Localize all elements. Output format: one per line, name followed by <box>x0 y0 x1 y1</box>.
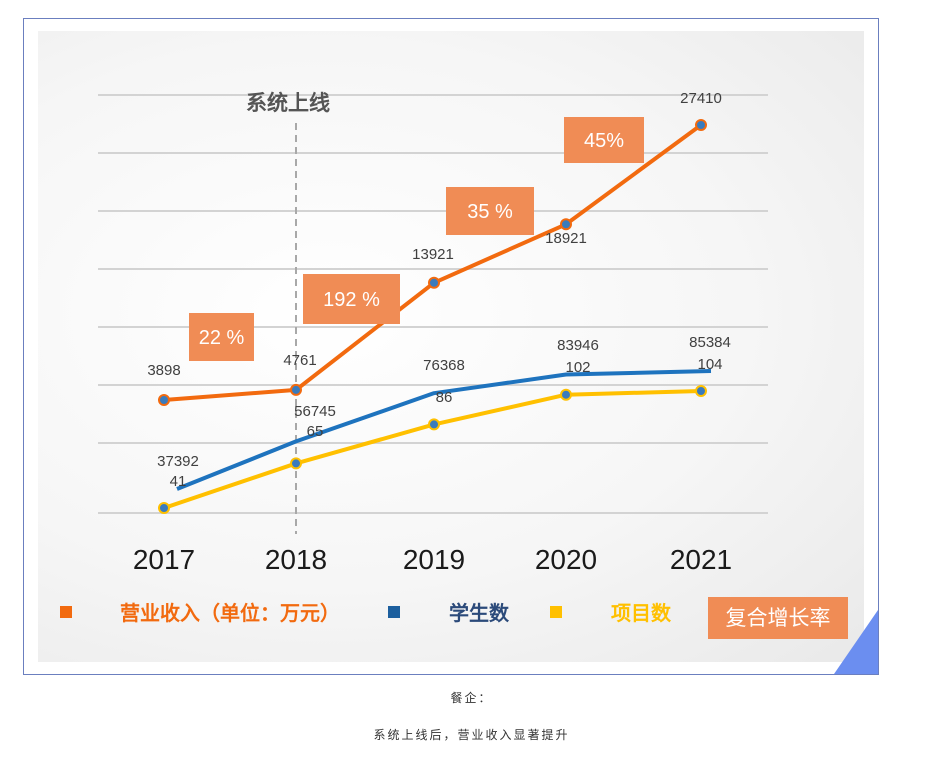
students-value-label: 76368 <box>423 357 465 374</box>
students-value-label: 37392 <box>157 453 199 470</box>
projects-value-label: 102 <box>565 359 590 376</box>
revenue-value-label: 13921 <box>412 246 454 263</box>
legend-growth-label: 复合增长率 <box>726 607 831 630</box>
students-value-label: 83946 <box>557 337 599 354</box>
growth-rate-label: 45% <box>584 130 624 152</box>
legend-revenue-swatch <box>60 606 72 618</box>
revenue-point-2021 <box>695 119 707 131</box>
projects-value-label: 86 <box>436 389 453 406</box>
legend-projects-label: 项目数 <box>611 601 672 625</box>
students-series-line <box>176 369 712 491</box>
revenue-point-2019 <box>428 276 440 289</box>
revenue-point-2018 <box>290 383 302 396</box>
revenue-value-label: 27410 <box>680 90 722 107</box>
launch-annotation: 系统上线 <box>246 91 330 115</box>
projects-value-label: 41 <box>170 473 187 490</box>
caption-company: 餐企： <box>450 691 493 705</box>
revenue-point-2017 <box>158 394 170 406</box>
projects-value-label: 104 <box>697 356 722 373</box>
growth-rate-label: 35 % <box>467 201 513 223</box>
corner-decoration <box>834 610 878 674</box>
revenue-value-label: 3898 <box>147 362 180 379</box>
projects-point-2019 <box>428 418 440 431</box>
caption-summary: 系统上线后，营业收入显著提升 <box>373 728 570 742</box>
revenue-value-label: 18921 <box>545 230 587 247</box>
growth-rate-box <box>564 117 644 163</box>
projects-point-2020 <box>560 388 572 401</box>
growth-rate-label: 22 % <box>199 327 245 349</box>
revenue-value-label: 4761 <box>283 352 316 369</box>
x-tick-label: 2017 <box>133 544 195 575</box>
projects-point-2021 <box>695 385 707 397</box>
projects-point-2018 <box>290 457 302 470</box>
x-tick-label: 2018 <box>265 544 327 575</box>
growth-rate-label: 192 % <box>323 289 380 311</box>
line-chart: 系统上线 3898 4761 13921 18921 27410 37392 56745 763… <box>60 90 848 639</box>
chart-frame: 系统上线 3898 4761 13921 18921 27410 37392 56745 763… <box>23 18 879 675</box>
projects-series-line <box>163 389 702 510</box>
legend-students-swatch <box>388 606 400 618</box>
students-value-label: 56745 <box>294 403 336 420</box>
students-value-label: 85384 <box>689 334 731 351</box>
projects-value-label: 65 <box>307 423 324 440</box>
legend-projects-swatch <box>550 606 562 618</box>
legend-revenue-label: 营业收入（单位：万元） <box>120 601 340 625</box>
growth-rate-box <box>189 313 254 361</box>
growth-rate-box <box>446 187 534 235</box>
growth-rate-box <box>303 274 400 324</box>
revenue-point-2020 <box>560 218 572 231</box>
x-tick-label: 2020 <box>535 544 597 575</box>
x-tick-label: 2021 <box>670 544 732 575</box>
x-tick-label: 2019 <box>403 544 465 575</box>
legend-students-label: 学生数 <box>449 601 510 625</box>
legend-growth-box <box>708 597 848 639</box>
projects-point-2017 <box>158 502 170 514</box>
chart-panel: 系统上线 3898 4761 13921 18921 27410 37392 56745 763… <box>38 31 864 662</box>
